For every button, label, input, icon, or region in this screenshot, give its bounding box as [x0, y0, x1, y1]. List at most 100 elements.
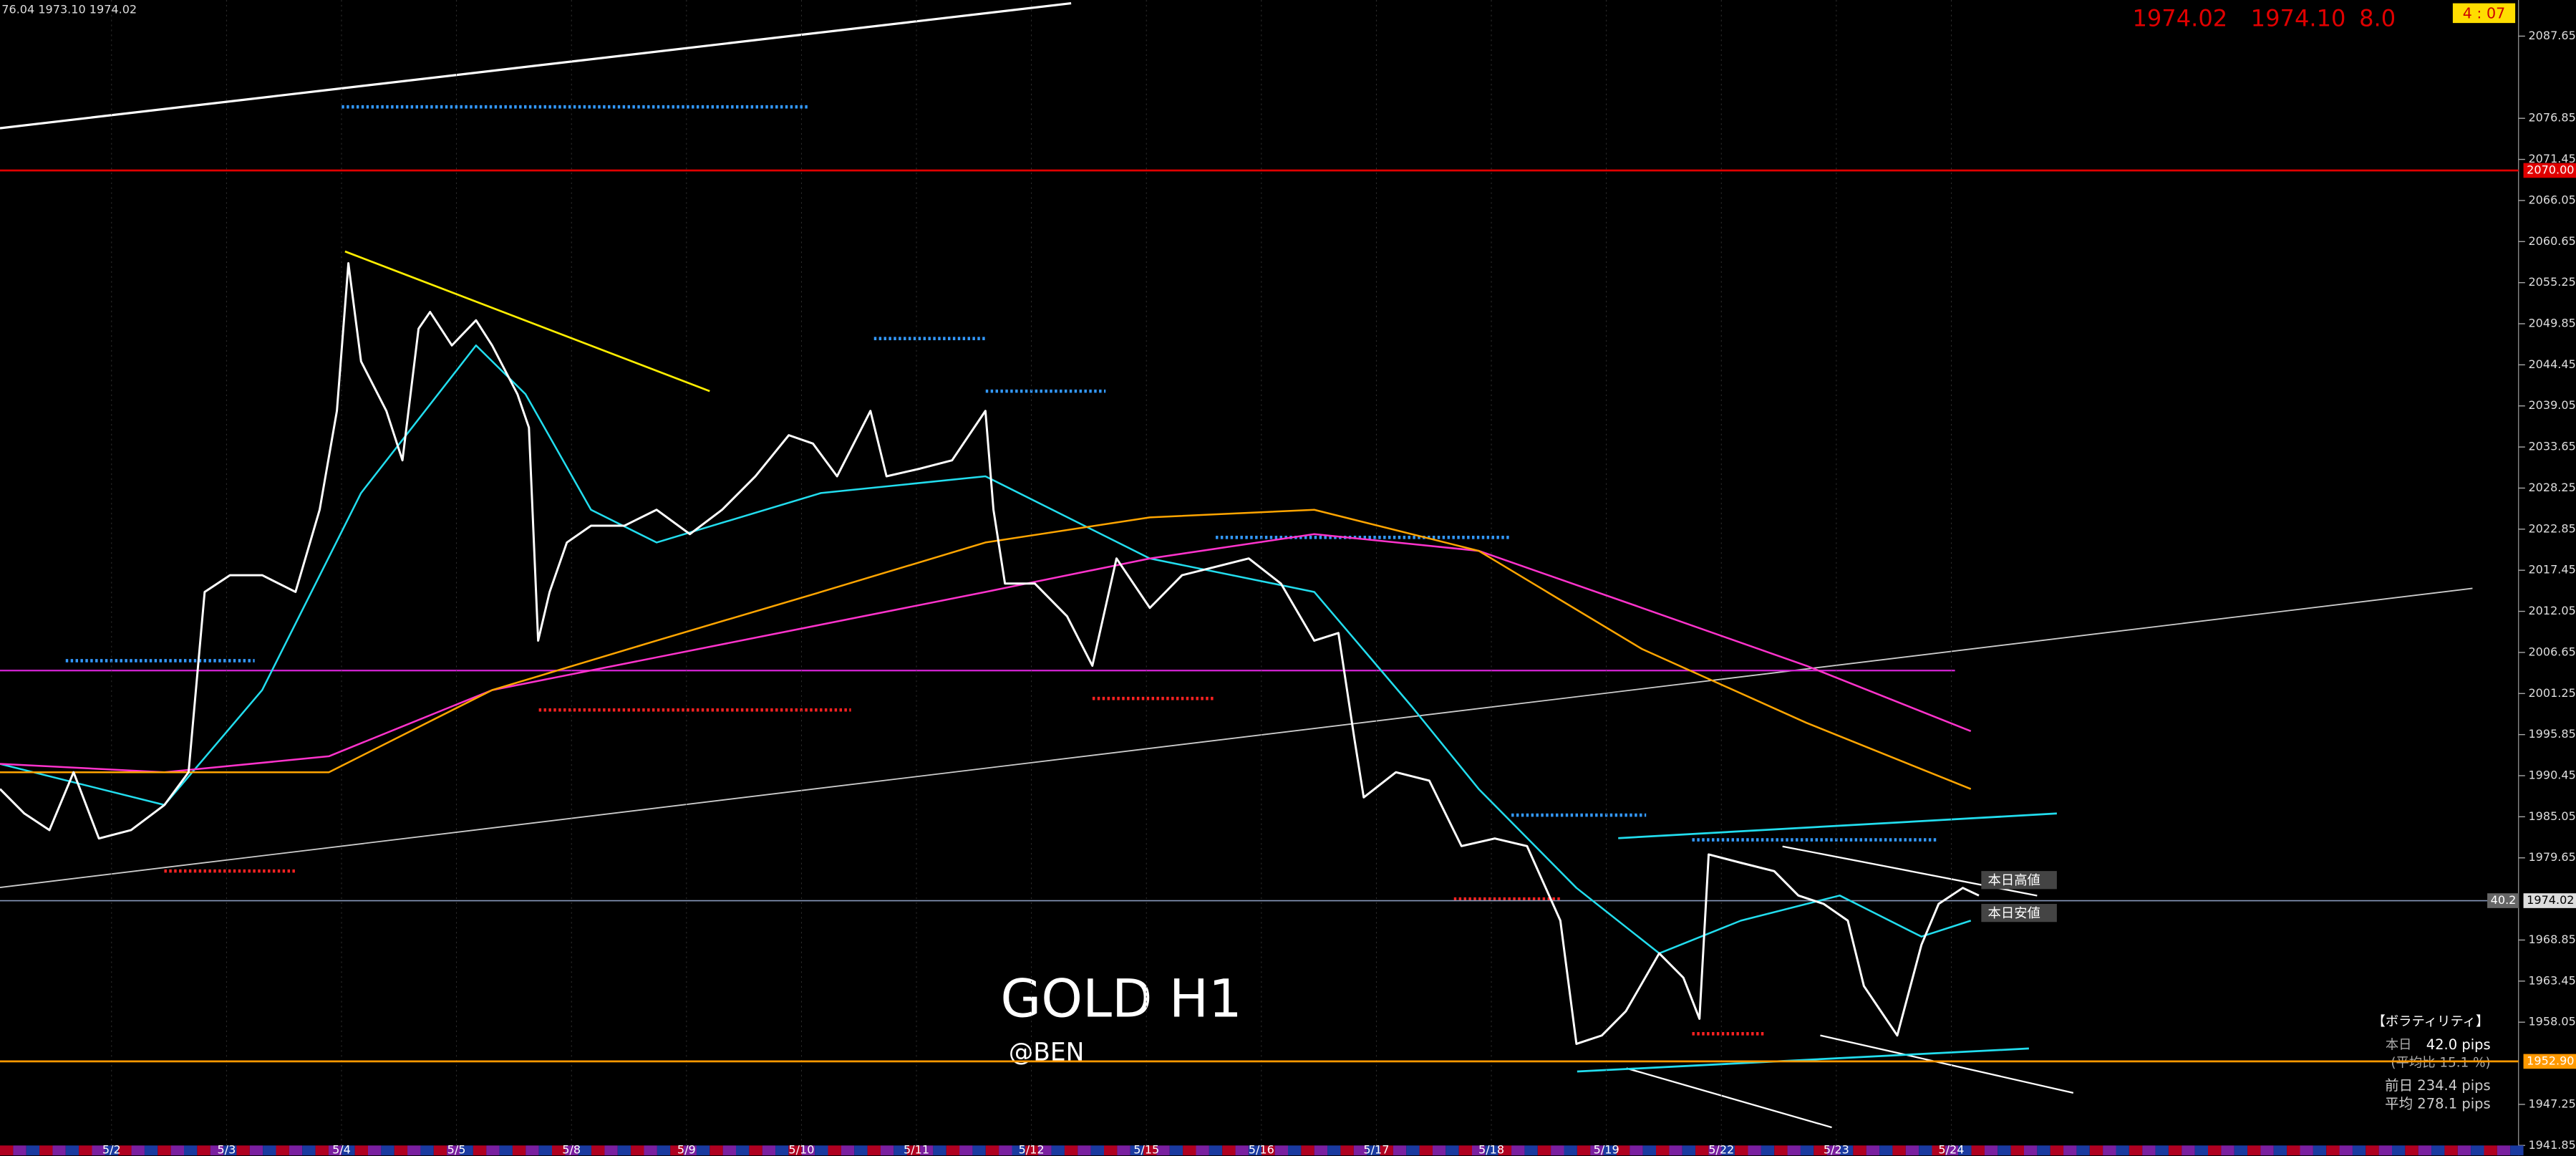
session-strip [880, 1145, 894, 1156]
series-line [0, 509, 1972, 790]
session-strip [92, 1145, 105, 1156]
spread-label: 40.2 [2491, 893, 2517, 907]
ask: 1974.10 [2251, 5, 2346, 32]
session-strip [2076, 1145, 2090, 1156]
session-strip [617, 1145, 631, 1156]
session-strip [1353, 1145, 1367, 1156]
session-strip [1603, 1145, 1617, 1156]
session-strip [2352, 1145, 2366, 1156]
x-tick-label: 5/16 [1249, 1143, 1274, 1156]
session-strip [1117, 1145, 1130, 1156]
session-strip [2484, 1145, 2497, 1156]
session-strip [1485, 1145, 1498, 1156]
chart-subtitle: @BEN [1009, 1038, 1085, 1066]
session-strip [1800, 1145, 1814, 1156]
session-strip [289, 1145, 303, 1156]
x-tick-label: 5/11 [904, 1143, 929, 1156]
session-strip [2221, 1145, 2234, 1156]
session-strip [2234, 1145, 2248, 1156]
session-strip [1708, 1145, 1722, 1156]
session-strip [2089, 1145, 2103, 1156]
session-strip [1222, 1145, 1236, 1156]
session-strip [1932, 1145, 1945, 1156]
x-tick-label: 5/9 [677, 1143, 696, 1156]
trend-line [1820, 1034, 2074, 1094]
y-tick-label: 2071.45 [2528, 152, 2575, 165]
session-strip [184, 1145, 198, 1156]
timer: 4 : 07 [2463, 5, 2505, 22]
session-strip [1787, 1145, 1801, 1156]
session-strip [2510, 1145, 2524, 1156]
session-strip [2168, 1145, 2182, 1156]
level-label-box [2523, 893, 2576, 908]
session-strip [1498, 1145, 1512, 1156]
session-strip [1971, 1145, 1985, 1156]
spread-label-box [2487, 893, 2519, 908]
session-strip [985, 1145, 999, 1156]
session-strip [1537, 1145, 1551, 1156]
session-strip [2471, 1145, 2484, 1156]
session-strip [1327, 1145, 1341, 1156]
session-strip [1905, 1145, 1919, 1156]
y-tick-label: 2060.65 [2528, 234, 2575, 248]
session-strip [1446, 1145, 1459, 1156]
annotation-box [1981, 904, 2057, 923]
session-strip [2313, 1145, 2327, 1156]
session-strip [565, 1145, 578, 1156]
volatility-prev: 前日 234.4 pips [2385, 1077, 2491, 1094]
session-strip [762, 1145, 776, 1156]
y-tick-label: 2033.65 [2528, 440, 2575, 453]
session-strip [158, 1145, 171, 1156]
series-line [0, 533, 1972, 774]
session-strip [2418, 1145, 2432, 1156]
session-strip [801, 1145, 815, 1156]
session-strip [604, 1145, 618, 1156]
session-strip [894, 1145, 907, 1156]
session-strip [1104, 1145, 1118, 1156]
session-strip [447, 1145, 460, 1156]
y-tick-label: 2017.45 [2528, 563, 2575, 577]
session-strip [2405, 1145, 2418, 1156]
y-tick-label: 2039.05 [2528, 398, 2575, 412]
session-strip [972, 1145, 986, 1156]
session-strip [1458, 1145, 1472, 1156]
session-strip [1853, 1145, 1866, 1156]
session-strip [39, 1145, 53, 1156]
session-strip [2326, 1145, 2340, 1156]
volatility-avg: 平均 278.1 pips [2385, 1095, 2491, 1112]
session-strip [2497, 1145, 2511, 1156]
session-strip [1656, 1145, 1670, 1156]
session-strip [841, 1145, 855, 1156]
session-strip [2116, 1145, 2129, 1156]
session-strip [236, 1145, 250, 1156]
session-strip [1721, 1145, 1735, 1156]
session-strip [210, 1145, 224, 1156]
trend-line [344, 250, 710, 392]
session-strip [2194, 1145, 2208, 1156]
session-strip [1078, 1145, 1091, 1156]
y-tick-label: 2076.85 [2528, 111, 2575, 125]
level-label: 1952.90 [2527, 1054, 2574, 1067]
session-strip [144, 1145, 158, 1156]
timer-box [2452, 3, 2516, 24]
volatility-label: 本日 [2386, 1037, 2412, 1052]
session-strip [394, 1145, 408, 1156]
y-tick-label: 1947.25 [2528, 1097, 2575, 1110]
session-strip [2129, 1145, 2143, 1156]
session-strip [1682, 1145, 1696, 1156]
session-strip [1472, 1145, 1486, 1156]
session-strip [657, 1145, 671, 1156]
session-strip [328, 1145, 342, 1156]
session-strip [2208, 1145, 2222, 1156]
session-strip [920, 1145, 934, 1156]
session-strip [1288, 1145, 1302, 1156]
session-strip [1367, 1145, 1380, 1156]
session-strip [2339, 1145, 2353, 1156]
session-strip [2457, 1145, 2471, 1156]
y-tick-label: 1995.85 [2528, 727, 2575, 741]
bid: 1974.02 [2132, 5, 2227, 32]
session-strip [710, 1145, 723, 1156]
session-strip [1130, 1145, 1144, 1156]
